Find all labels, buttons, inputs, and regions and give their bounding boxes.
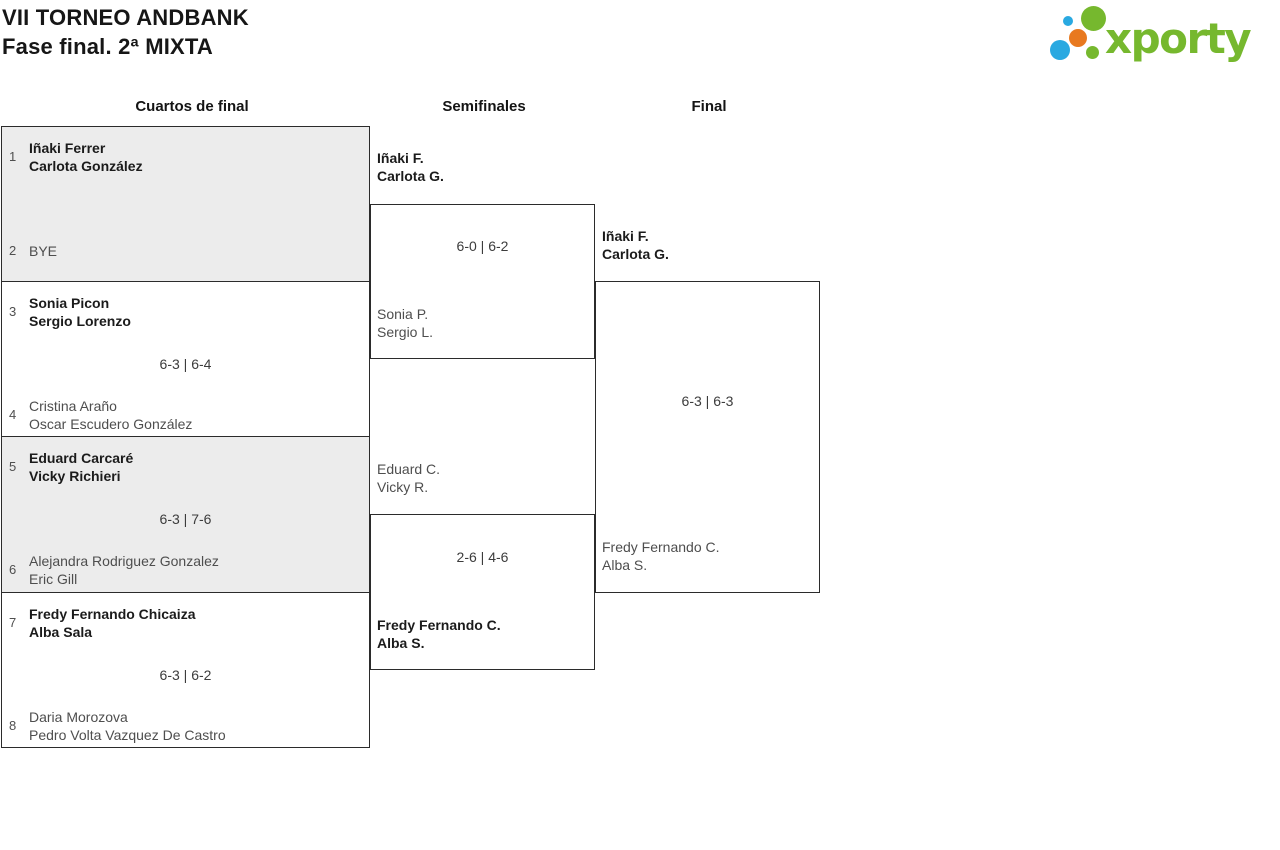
player-name: Carlota González (29, 158, 143, 174)
player-name: Vicky Richieri (29, 468, 121, 484)
round-header-semifinals: Semifinales (442, 98, 526, 115)
player-name: Alba S. (377, 635, 425, 651)
qf1-team-bottom: 2 BYE (9, 242, 57, 260)
player-name: Sonia P. (377, 306, 429, 322)
qf-match-1-box: 1 Iñaki Ferrer Carlota González 2 BYE (1, 126, 370, 282)
player-name: Oscar Escudero González (29, 416, 193, 432)
team-names: BYE (29, 242, 57, 260)
player-name: Vicky R. (377, 479, 429, 495)
seed-number: 3 (9, 304, 17, 319)
qf3-team-bottom: 6 Alejandra Rodriguez Gonzalez Eric Gill (9, 552, 219, 588)
xporty-logo: xporty (1050, 6, 1253, 63)
tournament-subtitle: Fase final. 2ª MIXTA (2, 34, 214, 59)
qf4-team-bottom: 8 Daria Morozova Pedro Volta Vazquez De … (9, 708, 226, 744)
seed-number: 1 (9, 149, 17, 164)
player-name: Fredy Fernando C. (377, 617, 501, 633)
sf-match-1-box (370, 204, 595, 359)
player-name: Fredy Fernando C. (602, 539, 720, 555)
match-score: 6-3 | 7-6 (159, 511, 212, 527)
seed-number: 4 (9, 407, 17, 422)
sf1-team-top: Iñaki F. Carlota G. (377, 149, 444, 185)
round-header-final: Final (691, 98, 727, 115)
player-name: Alba Sala (29, 624, 93, 640)
player-name: Iñaki F. (377, 150, 424, 166)
match-score: 6-3 | 6-2 (159, 667, 212, 683)
team-names: Fredy Fernando Chicaiza Alba Sala (29, 605, 195, 641)
final-score: 6-3 | 6-3 (681, 393, 734, 409)
qf2-team-bottom: 4 Cristina Araño Oscar Escudero González (9, 397, 192, 433)
player-name: Cristina Araño (29, 398, 117, 414)
sf-match-2-box (370, 514, 595, 670)
player-name: Iñaki Ferrer (29, 140, 106, 156)
logo-dot-small-blue-icon (1063, 16, 1073, 26)
sf2-team-bottom: Fredy Fernando C. Alba S. (377, 616, 501, 652)
logo-dot-small-green-icon (1086, 46, 1099, 59)
seed-number: 6 (9, 562, 17, 577)
qf1-team-top: 1 Iñaki Ferrer Carlota González (9, 139, 143, 175)
final-team-top: Iñaki F. Carlota G. (602, 227, 669, 263)
logo-dot-orange-icon (1069, 29, 1087, 47)
round-header-quarterfinals: Cuartos de final (135, 98, 249, 115)
seed-number: 5 (9, 459, 17, 474)
player-name: Alba S. (602, 557, 648, 573)
seed-number: 8 (9, 718, 17, 733)
tournament-title: VII TORNEO ANDBANK (2, 5, 249, 30)
sf1-score: 6-0 | 6-2 (456, 238, 509, 254)
player-name: Eduard Carcaré (29, 450, 134, 466)
qf3-team-top: 5 Eduard Carcaré Vicky Richieri (9, 449, 133, 485)
player-name: Carlota G. (377, 168, 444, 184)
seed-number: 2 (9, 243, 17, 258)
qf4-team-top: 7 Fredy Fernando Chicaiza Alba Sala (9, 605, 195, 641)
qf2-team-top: 3 Sonia Picon Sergio Lorenzo (9, 294, 131, 330)
player-name: Fredy Fernando Chicaiza (29, 606, 196, 622)
sf2-team-top: Eduard C. Vicky R. (377, 460, 440, 496)
team-names: Alejandra Rodriguez Gonzalez Eric Gill (29, 552, 219, 588)
final-team-bottom: Fredy Fernando C. Alba S. (602, 538, 720, 574)
player-name: Pedro Volta Vazquez De Castro (29, 727, 226, 743)
qf-match-3-box: 5 Eduard Carcaré Vicky Richieri 6-3 | 7-… (1, 436, 370, 593)
player-name: Sonia Picon (29, 295, 110, 311)
player-name: Carlota G. (602, 246, 669, 262)
logo-wordmark: xporty (1105, 14, 1251, 63)
sf2-score: 2-6 | 4-6 (456, 549, 509, 565)
seed-number: 7 (9, 615, 17, 630)
team-names: Eduard Carcaré Vicky Richieri (29, 449, 133, 485)
final-match-box (595, 281, 820, 593)
player-name: BYE (29, 243, 58, 259)
team-names: Daria Morozova Pedro Volta Vazquez De Ca… (29, 708, 226, 744)
logo-dot-big-green-icon (1081, 6, 1106, 31)
team-names: Sonia Picon Sergio Lorenzo (29, 294, 131, 330)
player-name: Sergio Lorenzo (29, 313, 131, 329)
team-names: Cristina Araño Oscar Escudero González (29, 397, 192, 433)
player-name: Daria Morozova (29, 709, 128, 725)
logo-dot-big-blue-icon (1050, 40, 1070, 60)
player-name: Sergio L. (377, 324, 434, 340)
player-name: Alejandra Rodriguez Gonzalez (29, 553, 219, 569)
qf-match-4-box: 7 Fredy Fernando Chicaiza Alba Sala 6-3 … (1, 592, 370, 748)
player-name: Eric Gill (29, 571, 78, 587)
sf1-team-bottom: Sonia P. Sergio L. (377, 305, 433, 341)
qf-match-2-box: 3 Sonia Picon Sergio Lorenzo 6-3 | 6-4 4… (1, 281, 370, 437)
player-name: Iñaki F. (602, 228, 649, 244)
team-names: Iñaki Ferrer Carlota González (29, 139, 143, 175)
match-score: 6-3 | 6-4 (159, 356, 212, 372)
player-name: Eduard C. (377, 461, 441, 477)
